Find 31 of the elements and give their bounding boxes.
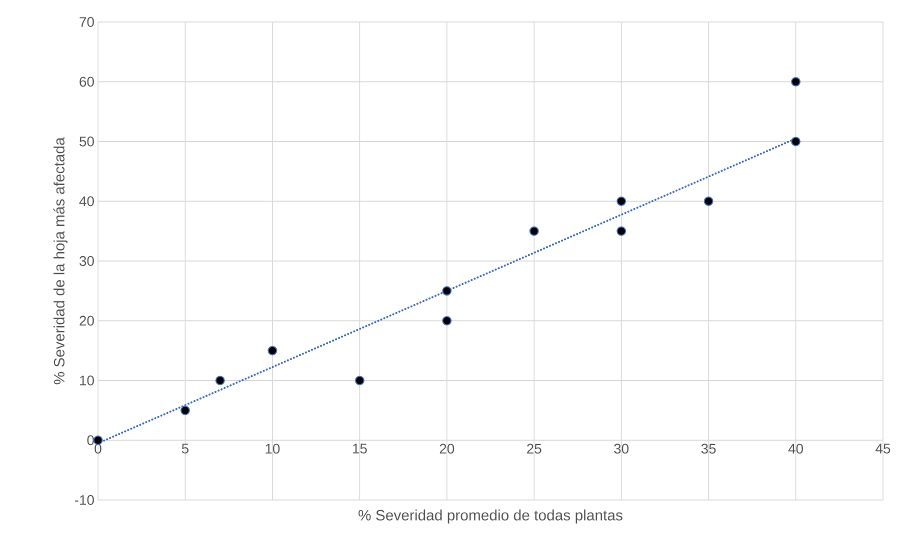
y-tick-label: 70 — [80, 17, 94, 27]
point — [529, 226, 539, 236]
x-tick-label: 15 — [352, 444, 367, 454]
y-tick-label: 30 — [79, 256, 94, 266]
point — [354, 376, 364, 386]
point — [442, 316, 452, 326]
x-tick-label: 25 — [527, 444, 542, 454]
x-tick-label: 30 — [614, 444, 629, 454]
y-tick-label: -10 — [74, 495, 94, 505]
point — [442, 286, 452, 296]
point — [791, 77, 801, 86]
y-tick-label: 40 — [79, 196, 94, 206]
x-tick-label: 45 — [876, 444, 890, 454]
point — [616, 226, 626, 236]
y-tick-label: 10 — [80, 376, 94, 386]
point — [180, 406, 190, 416]
y-tick-label: 60 — [80, 76, 94, 87]
x-tick-label: 10 — [266, 444, 280, 454]
point — [268, 346, 278, 356]
y-tick-label: 20 — [80, 316, 94, 326]
x-tick-label: 5 — [182, 444, 189, 454]
x-tick-label: 35 — [701, 444, 716, 454]
point — [791, 136, 801, 146]
y-axis-title: % Severidad de la hoja más afectada — [53, 137, 68, 384]
point — [704, 196, 714, 206]
x-axis-title: % Severidad promedio de todas plantas — [358, 510, 622, 524]
y-tick-label: 50 — [80, 136, 94, 146]
point — [616, 196, 626, 206]
point — [215, 376, 225, 386]
x-tick-label: 20 — [440, 444, 454, 454]
x-tick-label: 40 — [788, 444, 803, 454]
